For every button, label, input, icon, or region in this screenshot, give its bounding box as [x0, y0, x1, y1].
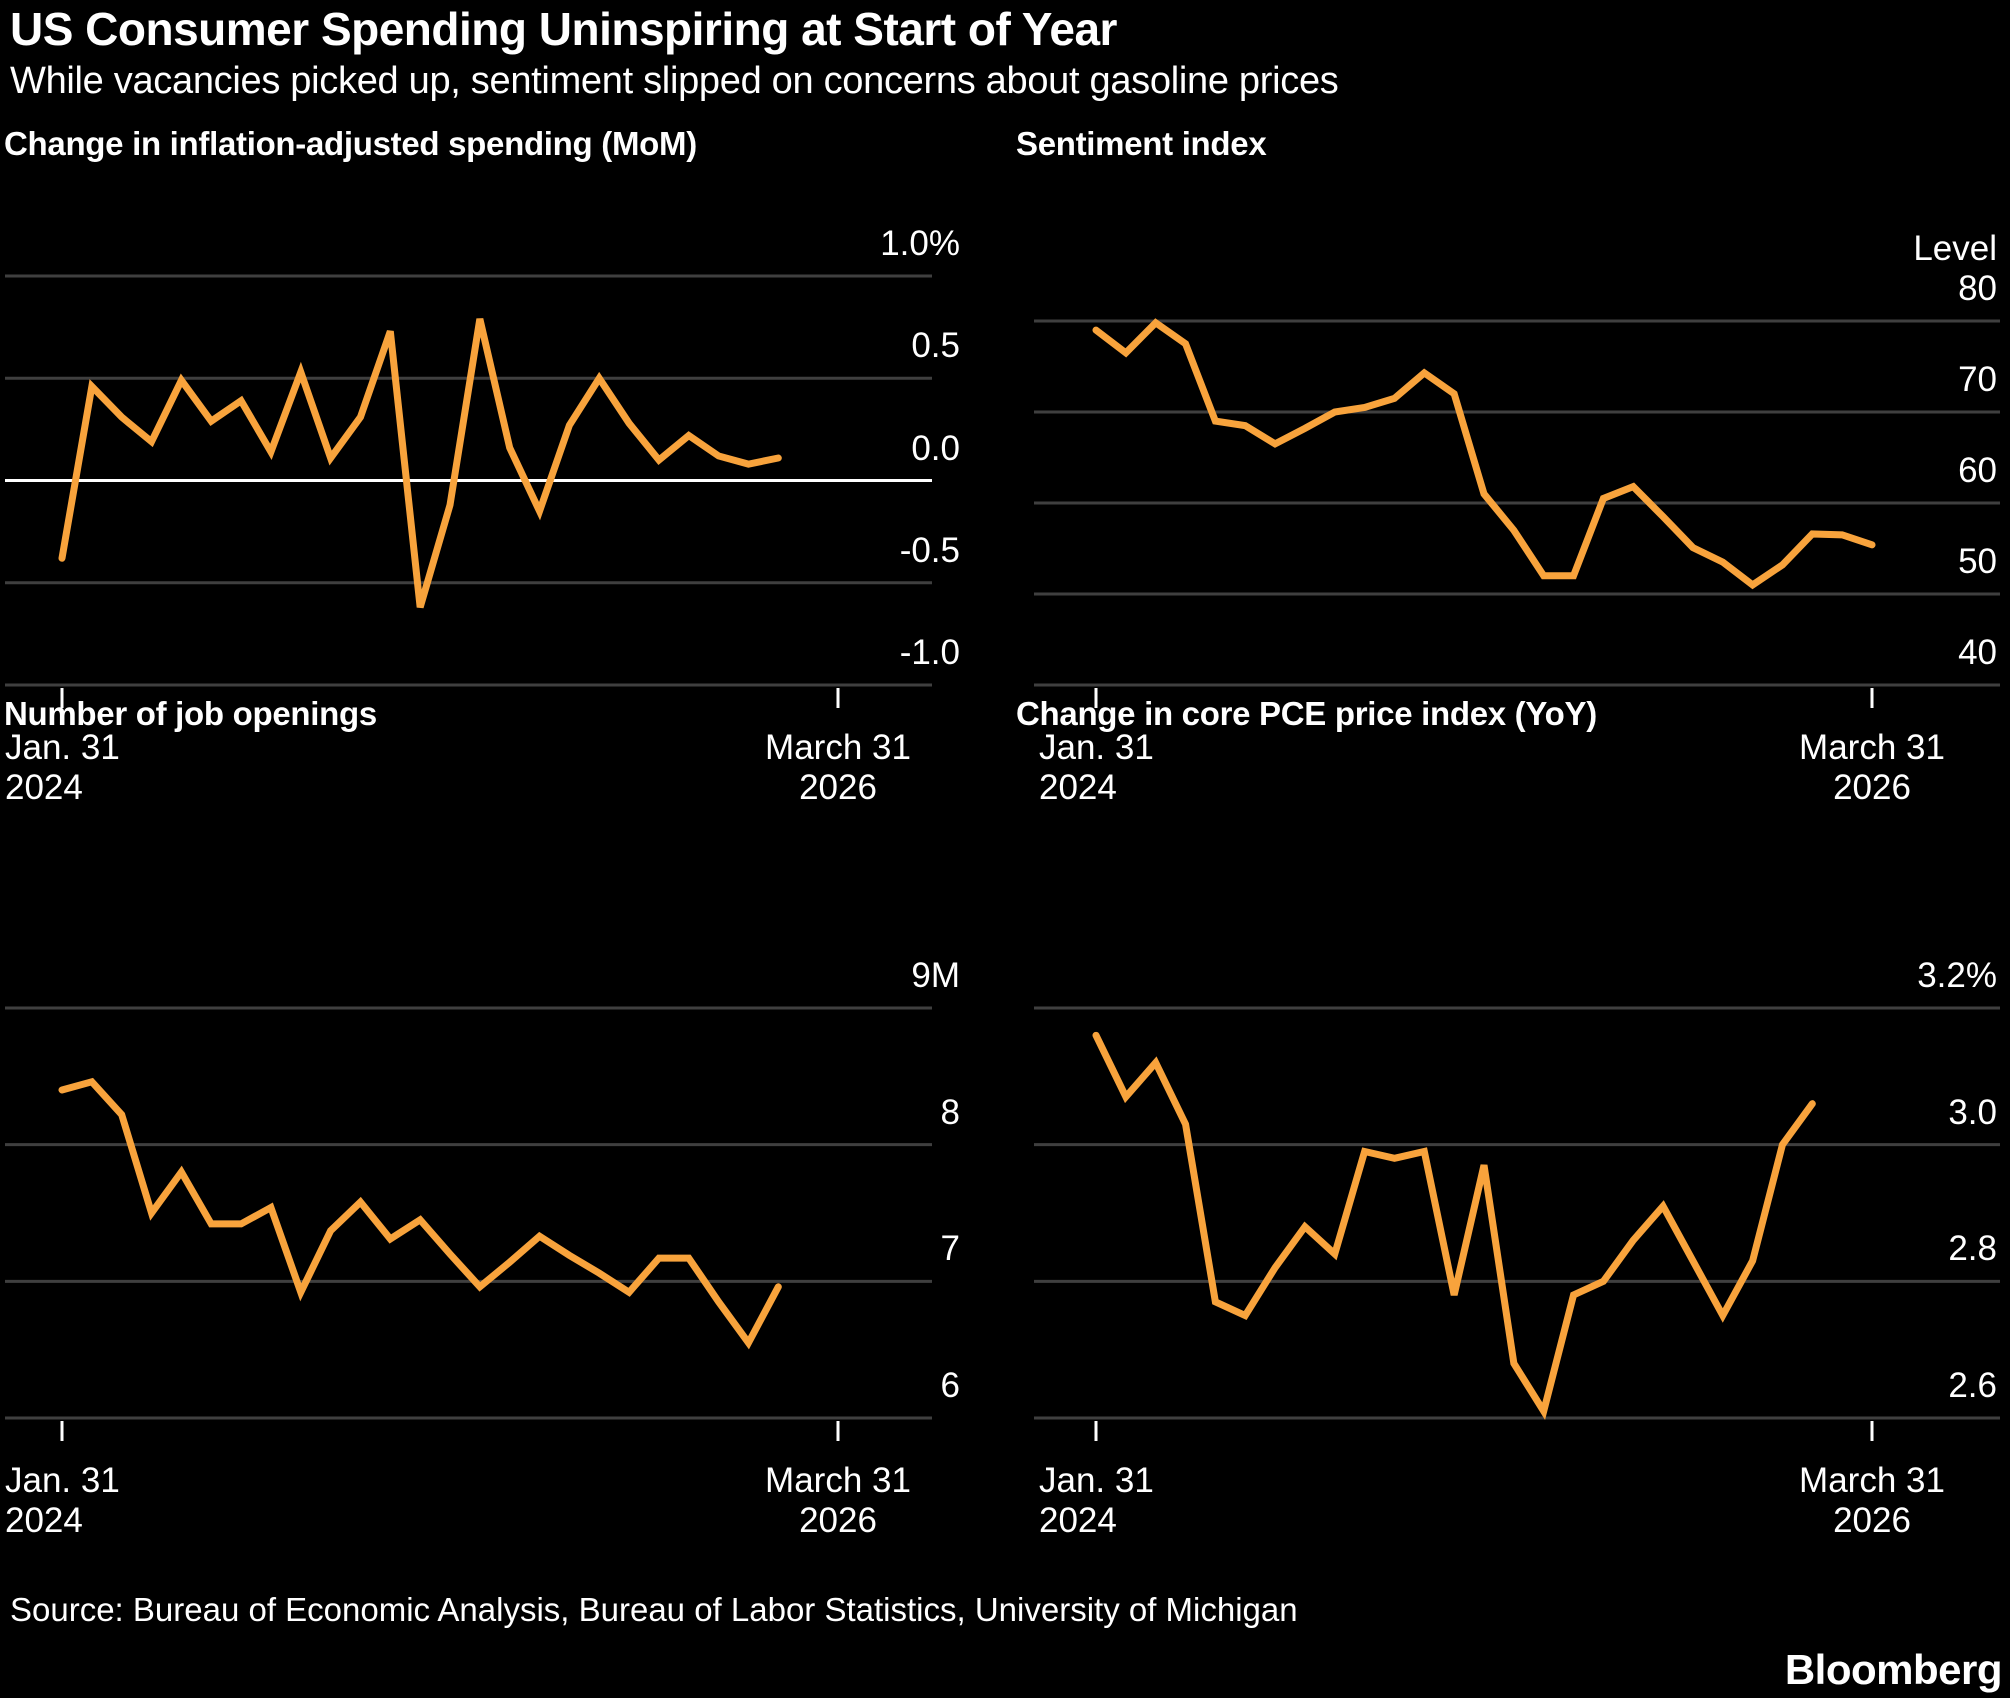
spending-y-axis-label: -0.5: [899, 530, 960, 570]
chart-title-spending: Change in inflation-adjusted spending (M…: [4, 125, 697, 162]
core-pce-y-axis-label: 2.6: [1948, 1366, 1997, 1405]
job-openings-x-axis-label: 2024: [5, 1501, 83, 1540]
core-pce-x-axis-label: Jan. 31: [1039, 1461, 1154, 1500]
page-subtitle: While vacancies picked up, sentiment sli…: [10, 60, 1339, 102]
spending-y-axis-label: 1.0%: [880, 224, 960, 263]
sentiment-y-axis-label: 40: [1958, 633, 1997, 672]
job-openings-y-axis-label: 9M: [911, 956, 960, 995]
job-openings-x-axis-label: Jan. 31: [5, 1461, 120, 1500]
core-pce-y-axis-label: 3.0: [1948, 1092, 1997, 1132]
sentiment-x-axis-label: Jan. 31: [1039, 728, 1154, 767]
job-openings-y-axis-label: 8: [940, 1092, 960, 1132]
job-openings-y-axis-label: 6: [940, 1366, 960, 1405]
sentiment-x-axis-label: March 31: [1799, 728, 1945, 767]
spending-data-line: [58, 318, 782, 609]
chart-title-job-openings: Number of job openings: [4, 695, 377, 732]
job-openings-x-axis-label: March 31: [765, 1461, 911, 1500]
core-pce-data-line: [1092, 1031, 1816, 1420]
spending-y-axis-label: -1.0: [899, 633, 960, 672]
sentiment-x-axis-label: 2026: [1833, 768, 1911, 807]
spending-y-axis-label: 0.0: [911, 428, 960, 468]
core-pce-y-axis-label: 3.2%: [1917, 956, 1997, 995]
core-pce-x-axis-label: March 31: [1799, 1461, 1945, 1500]
sentiment-y-axis-unit-label: Level: [1913, 229, 1997, 268]
sentiment-y-axis-label: 80: [1958, 269, 1997, 308]
spending-x-axis-label: 2026: [799, 768, 877, 807]
chart-title-core-pce: Change in core PCE price index (YoY): [1016, 695, 1597, 732]
source-attribution: Source: Bureau of Economic Analysis, Bur…: [10, 1591, 1298, 1628]
sentiment-y-axis-label: 50: [1958, 542, 1997, 581]
spending-x-axis-label: Jan. 31: [5, 728, 120, 767]
chart-title-sentiment: Sentiment index: [1016, 125, 1267, 162]
core-pce-y-axis-label: 2.8: [1948, 1229, 1997, 1269]
job-openings-y-axis-label: 7: [940, 1229, 960, 1269]
job-openings-x-axis-label: 2026: [799, 1501, 877, 1540]
job-openings-data-line: [58, 1077, 782, 1350]
spending-x-axis-label: March 31: [765, 728, 911, 767]
page-title: US Consumer Spending Uninspiring at Star…: [10, 3, 1117, 55]
sentiment-data-line: [1092, 318, 1876, 590]
core-pce-x-axis-label: 2026: [1833, 1501, 1911, 1540]
bloomberg-logo: Bloomberg: [1784, 1646, 2003, 1693]
sentiment-y-axis-label: 60: [1958, 451, 1997, 490]
spending-x-axis-label: 2024: [5, 768, 83, 807]
spending-y-axis-label: 0.5: [911, 326, 960, 366]
sentiment-x-axis-label: 2024: [1039, 768, 1117, 807]
core-pce-x-axis-label: 2024: [1039, 1501, 1117, 1540]
sentiment-y-axis-label: 70: [1958, 360, 1997, 399]
